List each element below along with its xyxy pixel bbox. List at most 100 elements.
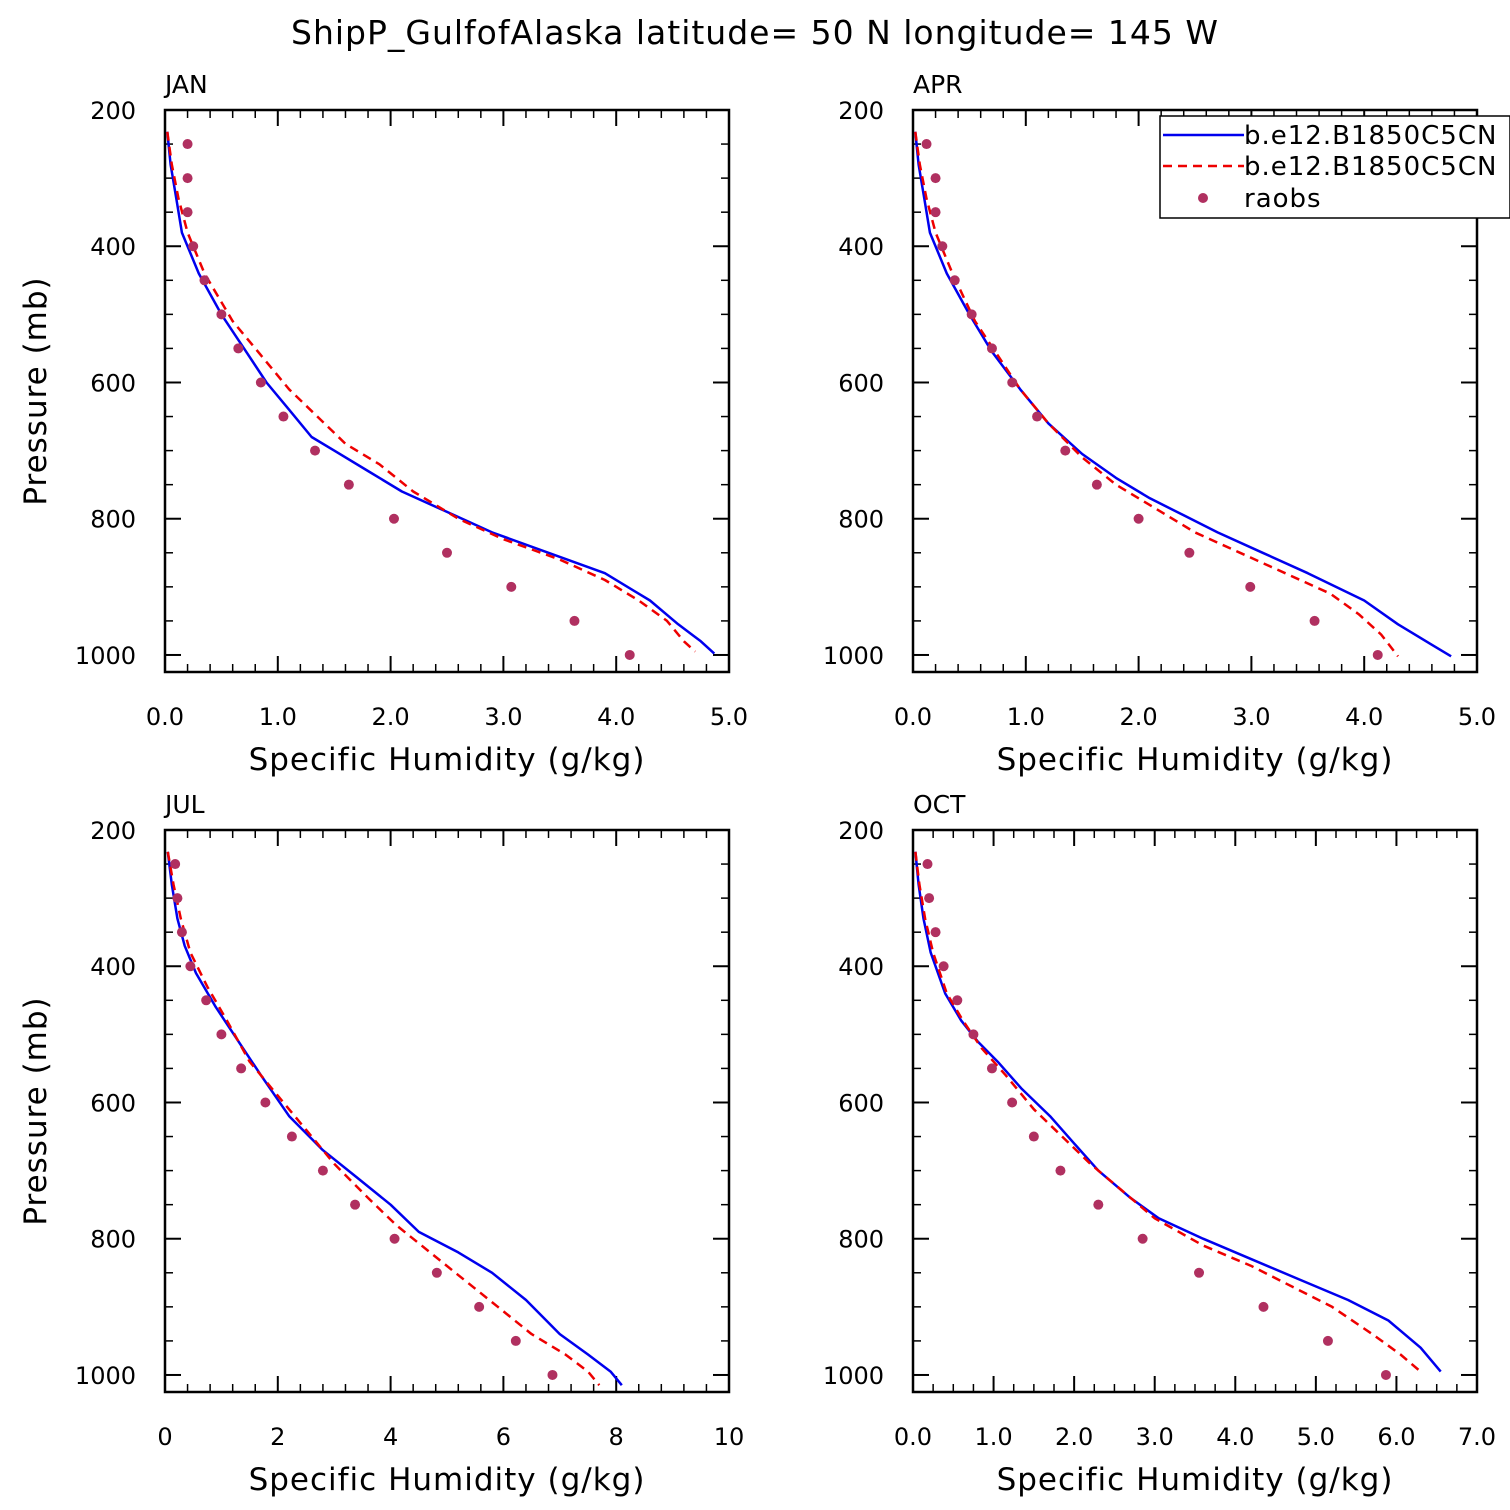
raobs-point-oct bbox=[924, 893, 935, 904]
raobs-point-apr bbox=[930, 207, 941, 218]
x-tick-label-jul: 0 bbox=[157, 1423, 172, 1451]
raobs-point-jul bbox=[172, 893, 183, 904]
x-tick-label-jul: 8 bbox=[609, 1423, 624, 1451]
raobs-point-jan bbox=[182, 139, 193, 150]
x-tick-label-jan: 4.0 bbox=[597, 703, 635, 731]
raobs-point-jul bbox=[170, 859, 181, 870]
legend-swatch-dot bbox=[1198, 193, 1208, 203]
model-dashed-line-jul bbox=[166, 851, 601, 1386]
raobs-point-jan bbox=[278, 411, 289, 422]
x-tick-label-jan: 5.0 bbox=[710, 703, 748, 731]
x-tick-label-oct: 6.0 bbox=[1377, 1423, 1415, 1451]
panel-label-oct: OCT bbox=[913, 790, 966, 819]
x-tick-label-oct: 0.0 bbox=[894, 1423, 932, 1451]
x-tick-label-oct: 2.0 bbox=[1055, 1423, 1093, 1451]
plot-frame-oct bbox=[911, 828, 1479, 1394]
y-tick-label-jan: 1000 bbox=[75, 642, 136, 670]
x-tick-label-oct: 3.0 bbox=[1136, 1423, 1174, 1451]
raobs-point-jan bbox=[310, 445, 321, 456]
panels: JAN 0.0 1.0 2.0 3.0 4.0 5.0 200 400 600 800 1000 Spe… bbox=[18, 70, 1496, 1498]
raobs-point-apr bbox=[1184, 547, 1195, 558]
y-tick-label-oct: 1000 bbox=[823, 1362, 884, 1390]
raobs-point-apr bbox=[930, 173, 941, 184]
x-tick-label-jan: 3.0 bbox=[484, 703, 522, 731]
raobs-point-oct bbox=[968, 1029, 979, 1040]
raobs-point-jan bbox=[569, 615, 580, 626]
raobs-point-jan bbox=[182, 207, 193, 218]
panel-jan: JAN 0.0 1.0 2.0 3.0 4.0 5.0 200 400 600 800 1000 Spe… bbox=[18, 70, 748, 778]
raobs-point-jul bbox=[510, 1335, 521, 1346]
raobs-point-jul bbox=[176, 927, 187, 938]
raobs-point-jul bbox=[260, 1097, 271, 1108]
y-tick-label-jul: 200 bbox=[90, 817, 136, 845]
y-axis-label-jul: Pressure (mb) bbox=[18, 996, 54, 1225]
raobs-point-jul bbox=[286, 1131, 297, 1142]
raobs-point-oct bbox=[938, 961, 949, 972]
raobs-point-oct bbox=[930, 927, 941, 938]
x-tick-label-jul: 6 bbox=[496, 1423, 511, 1451]
raobs-point-jan bbox=[216, 309, 227, 320]
raobs-point-jul bbox=[389, 1233, 400, 1244]
raobs-point-jul bbox=[201, 995, 212, 1006]
x-axis-label-oct: Specific Humidity (g/kg) bbox=[997, 1462, 1394, 1498]
raobs-point-oct bbox=[1055, 1165, 1066, 1176]
plot-frame-apr bbox=[911, 108, 1479, 674]
x-tick-label-jan: 2.0 bbox=[372, 703, 410, 731]
legend-label-obs: raobs bbox=[1244, 184, 1322, 214]
plot-frame-jul bbox=[163, 828, 731, 1394]
x-tick-label-jan: 1.0 bbox=[259, 703, 297, 731]
raobs-point-apr bbox=[1309, 615, 1320, 626]
x-tick-label-oct: 7.0 bbox=[1458, 1423, 1496, 1451]
model-solid-line-apr bbox=[914, 131, 1452, 658]
raobs-point-jul bbox=[216, 1029, 227, 1040]
raobs-point-apr bbox=[1032, 411, 1043, 422]
raobs-point-jan bbox=[624, 649, 635, 660]
x-tick-label-apr: 4.0 bbox=[1345, 703, 1383, 731]
x-axis-label-jul: Specific Humidity (g/kg) bbox=[249, 1462, 646, 1498]
y-tick-label-jul: 400 bbox=[90, 953, 136, 981]
x-tick-label-oct: 4.0 bbox=[1216, 1423, 1254, 1451]
x-tick-label-apr: 2.0 bbox=[1120, 703, 1158, 731]
y-tick-label-jul: 600 bbox=[90, 1089, 136, 1117]
raobs-point-oct bbox=[1093, 1199, 1104, 1210]
raobs-point-oct bbox=[922, 859, 933, 870]
raobs-point-apr bbox=[937, 241, 948, 252]
model-solid-line-jul bbox=[166, 851, 623, 1386]
raobs-point-apr bbox=[949, 275, 960, 286]
raobs-point-jul bbox=[431, 1267, 442, 1278]
y-tick-label-jul: 1000 bbox=[75, 1362, 136, 1390]
raobs-point-oct bbox=[1028, 1131, 1039, 1142]
x-tick-label-jul: 10 bbox=[714, 1423, 745, 1451]
model-dashed-line-jan bbox=[166, 131, 697, 653]
raobs-point-jul bbox=[236, 1063, 247, 1074]
raobs-point-apr bbox=[1091, 479, 1102, 490]
panel-label-jul: JUL bbox=[163, 790, 205, 819]
raobs-point-jul bbox=[350, 1199, 361, 1210]
model-dashed-line-oct bbox=[914, 851, 1422, 1373]
raobs-point-jan bbox=[199, 275, 210, 286]
y-tick-label-apr: 200 bbox=[838, 97, 884, 125]
y-tick-label-jul: 800 bbox=[90, 1226, 136, 1254]
raobs-point-oct bbox=[952, 995, 963, 1006]
plot-frame-jan bbox=[163, 108, 731, 674]
raobs-point-jan bbox=[233, 343, 244, 354]
y-tick-label-apr: 800 bbox=[838, 506, 884, 534]
x-axis-label-jan: Specific Humidity (g/kg) bbox=[249, 742, 646, 778]
x-tick-label-apr: 3.0 bbox=[1232, 703, 1270, 731]
y-axis-label-jan: Pressure (mb) bbox=[18, 276, 54, 505]
raobs-point-oct bbox=[1258, 1301, 1269, 1312]
x-tick-label-jul: 2 bbox=[270, 1423, 285, 1451]
x-tick-label-oct: 5.0 bbox=[1297, 1423, 1335, 1451]
raobs-point-jan bbox=[506, 581, 517, 592]
x-tick-label-apr: 0.0 bbox=[894, 703, 932, 731]
legend-label-model-solid: b.e12.B1850C5CN bbox=[1244, 121, 1497, 151]
y-tick-label-oct: 200 bbox=[838, 817, 884, 845]
x-tick-label-jan: 0.0 bbox=[146, 703, 184, 731]
raobs-point-apr bbox=[1133, 513, 1144, 524]
x-tick-label-apr: 5.0 bbox=[1458, 703, 1496, 731]
panel-apr: APR 0.0 1.0 2.0 3.0 4.0 5.0 200 400 600 800 1000 Spe… bbox=[823, 70, 1496, 778]
raobs-point-apr bbox=[1245, 581, 1256, 592]
y-tick-label-jan: 800 bbox=[90, 506, 136, 534]
raobs-point-apr bbox=[966, 309, 977, 320]
